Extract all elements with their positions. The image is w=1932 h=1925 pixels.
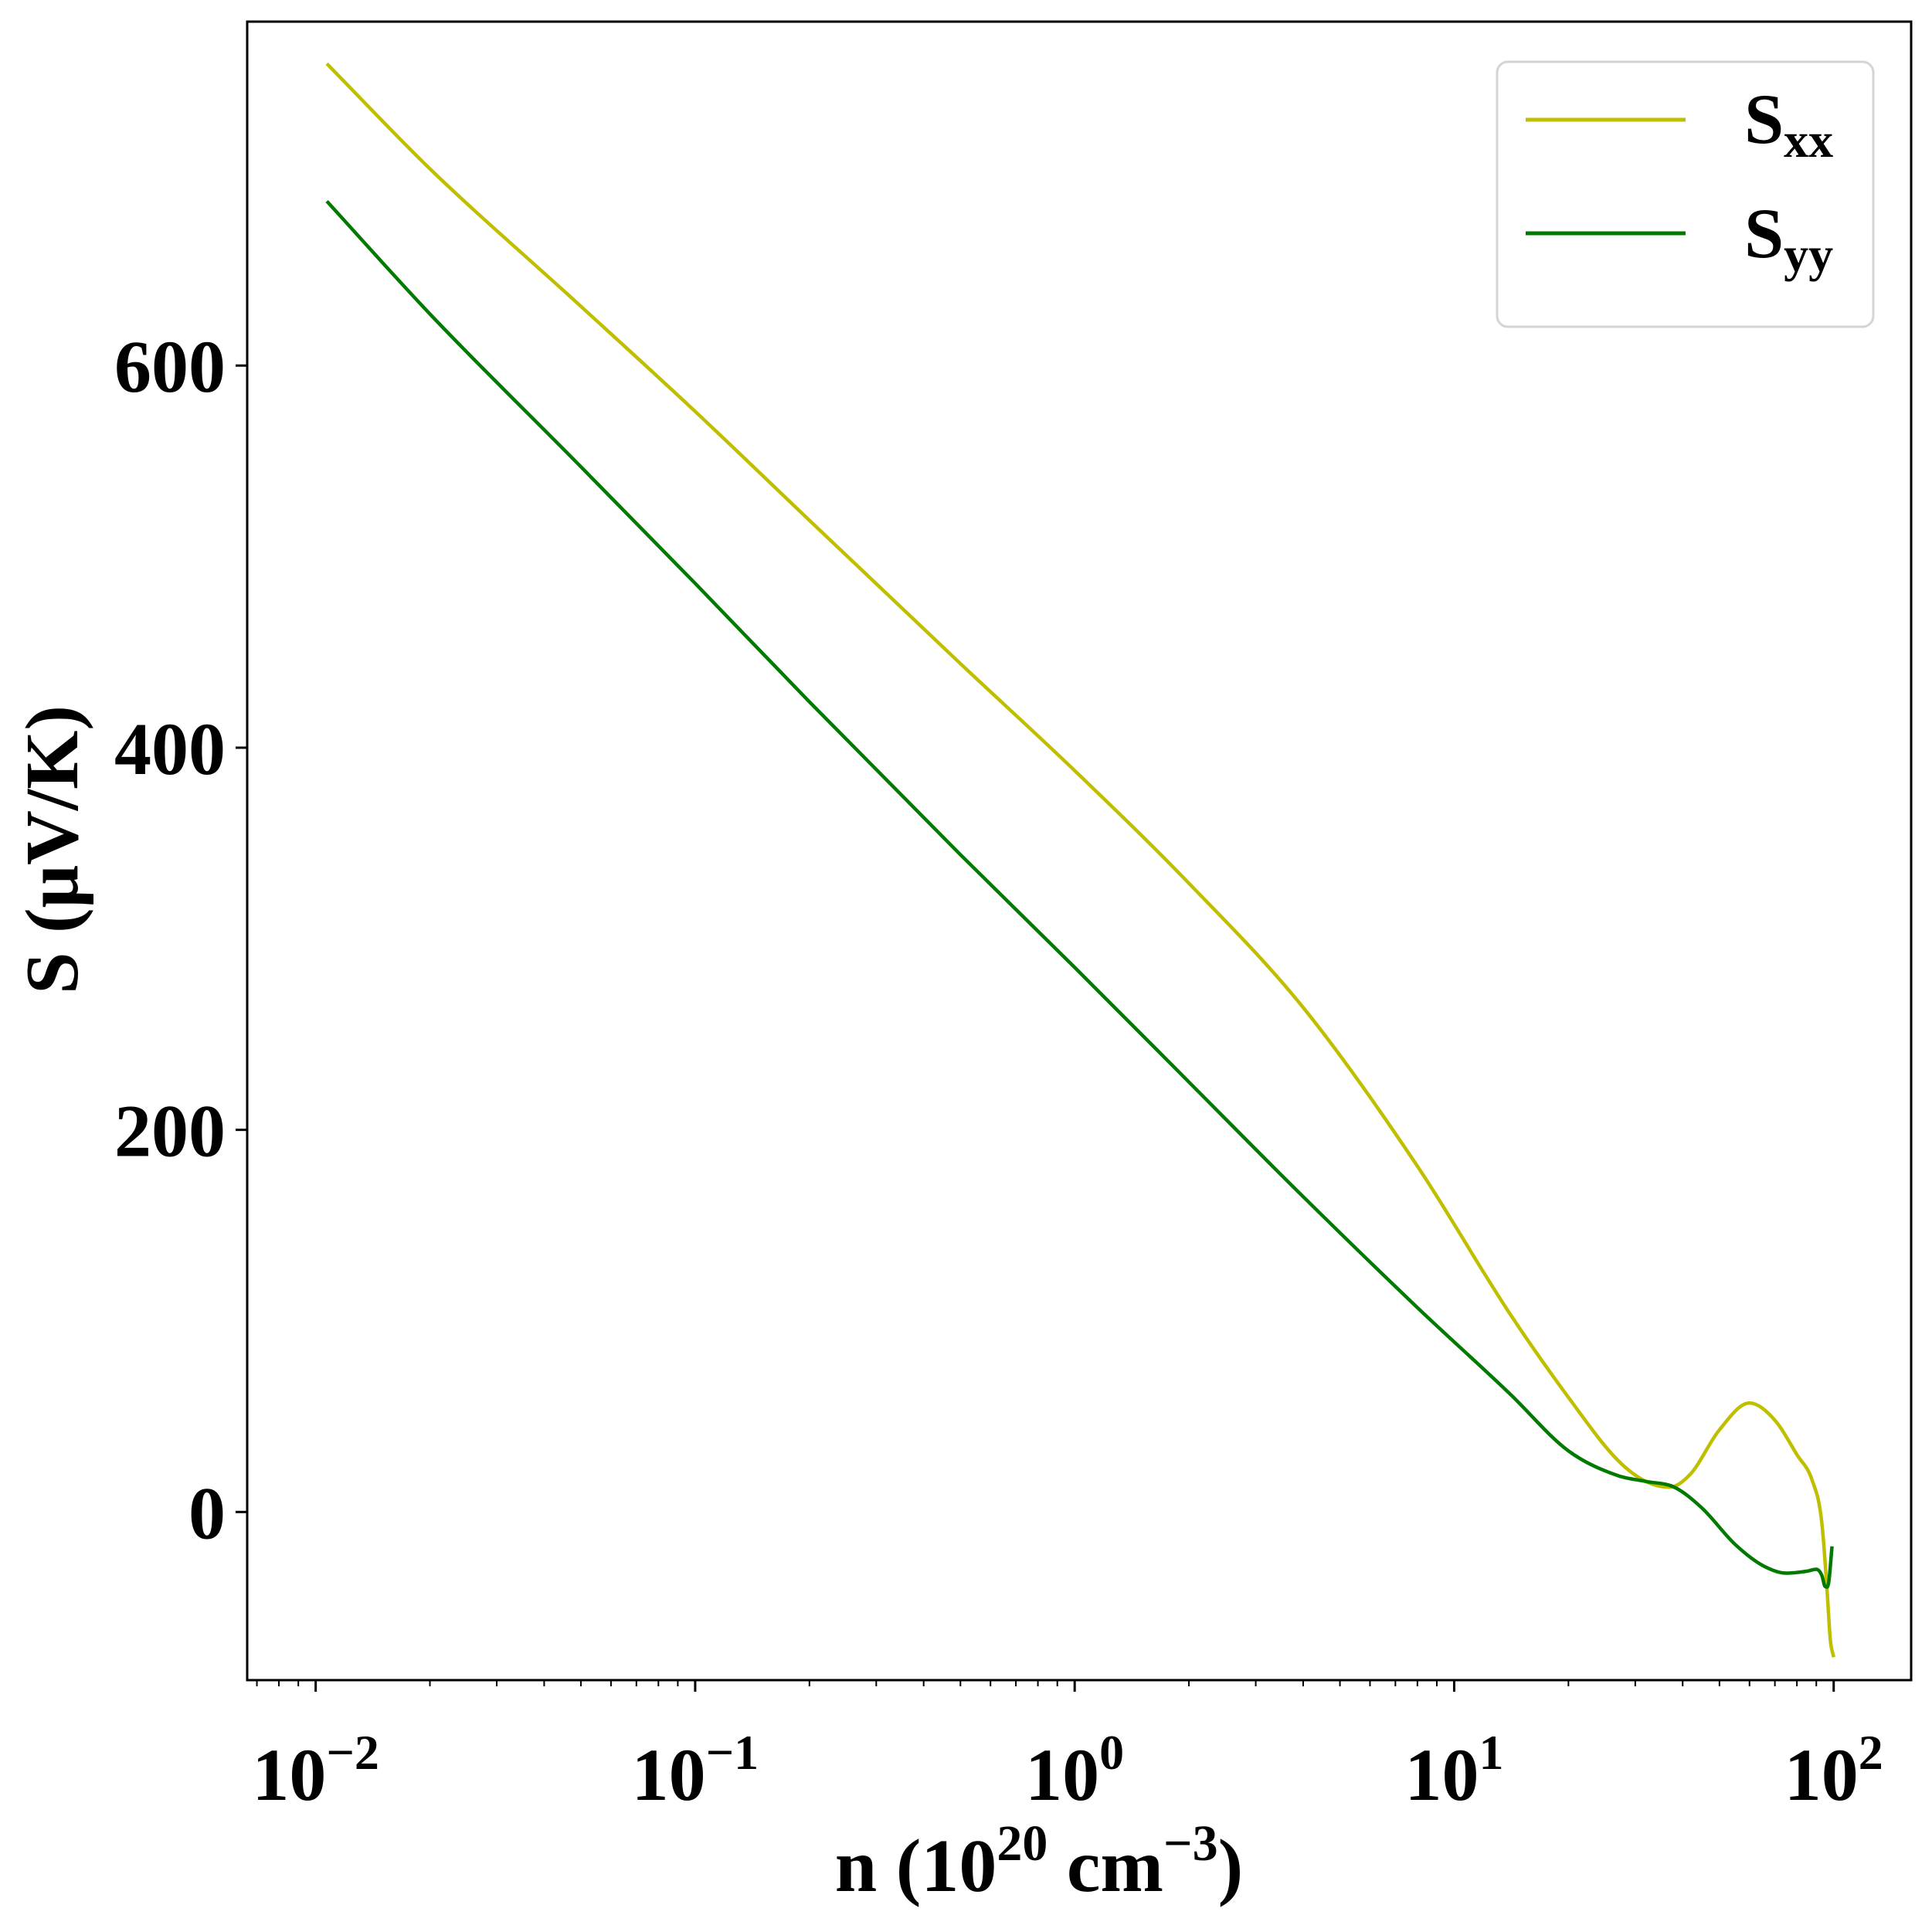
x-axis-label-base: n (10	[835, 1825, 997, 1908]
x-axis-label-exponent-2: −3	[1163, 1815, 1218, 1872]
series-layer	[325, 62, 1835, 1658]
legend-label-syy-subscript: yy	[1784, 227, 1833, 282]
x-axis-label-end: )	[1218, 1825, 1244, 1908]
y-tick-label: 400	[114, 708, 226, 790]
x-axis-ticks: 10−2 10−1 100 101 102	[252, 1680, 1883, 1816]
x-tick-label: 10−2	[252, 1725, 379, 1816]
x-tick-label: 102	[1784, 1725, 1883, 1816]
y-tick-label: 600	[114, 325, 226, 408]
x-tick-label-base: 10	[1404, 1733, 1479, 1816]
x-axis-label-exponent-1: 20	[997, 1815, 1047, 1872]
series-line-sxx	[325, 62, 1835, 1658]
x-tick-label-exponent: −2	[326, 1725, 379, 1780]
y-axis-label: S (μV/K)	[11, 705, 94, 994]
y-tick-label: 200	[114, 1090, 226, 1173]
legend-label-sxx-subscript: xx	[1784, 113, 1833, 168]
x-tick-label: 100	[1025, 1725, 1124, 1816]
x-tick-label-base: 10	[252, 1733, 326, 1816]
x-tick-label: 10−1	[632, 1725, 759, 1816]
legend-label-syy: Syy	[1744, 194, 1833, 282]
x-tick-label-base: 10	[1025, 1733, 1099, 1816]
x-tick-label-exponent: 2	[1859, 1725, 1883, 1780]
y-tick-label: 0	[188, 1472, 226, 1554]
y-axis-ticks: 0 200 400 600	[114, 325, 247, 1554]
x-tick-label-exponent: 0	[1099, 1725, 1124, 1780]
x-tick-label-exponent: 1	[1479, 1725, 1503, 1780]
x-tick-label-base: 10	[632, 1733, 706, 1816]
x-axis-label: n (1020 cm−3)	[835, 1815, 1244, 1908]
plot-frame	[246, 20, 1913, 1682]
legend-label-syy-main: S	[1744, 194, 1784, 273]
legend-label-sxx-main: S	[1744, 80, 1784, 158]
x-tick-label: 101	[1404, 1725, 1503, 1816]
x-tick-label-exponent: −1	[706, 1725, 759, 1780]
legend: Sxx Syy	[1496, 60, 1875, 328]
series-line-syy	[325, 199, 1834, 1589]
legend-label-sxx: Sxx	[1744, 80, 1833, 168]
x-axis-label-unit: cm	[1047, 1825, 1163, 1908]
x-tick-label-base: 10	[1784, 1733, 1859, 1816]
legend-box	[1496, 60, 1875, 328]
